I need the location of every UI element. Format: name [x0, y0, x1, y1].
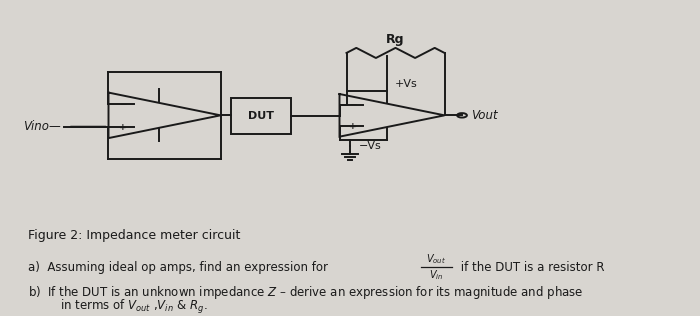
Text: −Vs: −Vs — [358, 142, 382, 151]
Text: +: + — [119, 123, 126, 132]
Text: in terms of $V_{out}$ ,$V_{in}$ & $R_g$.: in terms of $V_{out}$ ,$V_{in}$ & $R_g$. — [60, 298, 207, 316]
Text: +: + — [349, 122, 356, 131]
Text: Vout: Vout — [471, 109, 498, 122]
Text: $V_{out}$: $V_{out}$ — [426, 252, 446, 266]
Text: −: − — [119, 99, 126, 108]
Text: b)  If the DUT is an unknown impedance $Z$ – derive an expression for its magnit: b) If the DUT is an unknown impedance $Z… — [28, 284, 583, 301]
Text: DUT: DUT — [248, 111, 274, 121]
Text: −: − — [349, 100, 356, 109]
Text: $V_{in}$: $V_{in}$ — [429, 268, 443, 282]
Text: Vino—: Vino— — [23, 120, 61, 133]
Text: +Vs: +Vs — [395, 79, 418, 89]
Text: Figure 2: Impedance meter circuit: Figure 2: Impedance meter circuit — [28, 229, 240, 242]
Text: if the DUT is a resistor R: if the DUT is a resistor R — [457, 260, 605, 274]
Bar — [231, 98, 290, 134]
Text: Rg: Rg — [386, 33, 405, 46]
Text: a)  Assuming ideal op amps, find an expression for: a) Assuming ideal op amps, find an expre… — [28, 260, 332, 274]
